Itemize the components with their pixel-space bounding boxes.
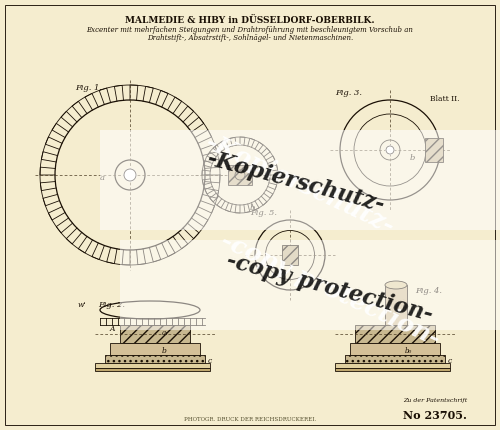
Polygon shape <box>120 240 500 330</box>
Text: Fig. 5.: Fig. 5. <box>250 209 277 217</box>
Bar <box>355 325 435 343</box>
Text: b: b <box>410 154 416 162</box>
Text: Fig. 4.: Fig. 4. <box>415 287 442 295</box>
Text: -Kopierschutz-: -Kopierschutz- <box>204 147 386 216</box>
Text: -Kopierschutz-: -Kopierschutz- <box>202 131 398 240</box>
Bar <box>350 343 440 355</box>
Circle shape <box>124 169 136 181</box>
Bar <box>228 165 252 185</box>
Text: b: b <box>250 204 256 212</box>
Text: No 23705.: No 23705. <box>403 410 467 421</box>
Text: b₀: b₀ <box>405 347 412 355</box>
Text: Excenter mit mehrfachen Steigungen und Drahtroführung mit beschleunigtem Vorschu: Excenter mit mehrfachen Steigungen und D… <box>86 26 413 34</box>
Bar <box>95 368 210 371</box>
Text: -copy protection-: -copy protection- <box>224 250 436 326</box>
Text: -copy protection-: -copy protection- <box>216 229 444 351</box>
Text: a₁: a₁ <box>162 329 169 337</box>
Text: b: b <box>162 347 167 355</box>
Text: A: A <box>110 325 116 333</box>
Bar <box>282 245 298 265</box>
Text: Zu der Patentschrift: Zu der Patentschrift <box>403 398 467 403</box>
Polygon shape <box>100 130 500 230</box>
Bar <box>345 355 445 363</box>
Text: a: a <box>100 174 105 182</box>
Circle shape <box>386 146 394 154</box>
Bar <box>425 138 443 162</box>
Text: Fig. 2.: Fig. 2. <box>98 301 125 309</box>
Ellipse shape <box>385 281 407 289</box>
Text: MALMEDIE & HIBY in DÜSSELDORF-OBERBILK.: MALMEDIE & HIBY in DÜSSELDORF-OBERBILK. <box>125 16 375 25</box>
Bar <box>105 355 205 363</box>
Bar <box>335 368 450 371</box>
Bar <box>335 363 450 368</box>
Bar <box>95 363 210 368</box>
Text: c: c <box>208 357 212 365</box>
Text: Drahtstift-, Absatrstift-, Sohlnägel- und Nietenmaschinen.: Drahtstift-, Absatrstift-, Sohlnägel- un… <box>147 34 353 42</box>
Bar <box>120 325 190 343</box>
Text: Blatt II.: Blatt II. <box>430 95 460 103</box>
Text: c: c <box>448 357 452 365</box>
Text: PHOTOGR. DRUCK DER REICHSDRUCKEREI.: PHOTOGR. DRUCK DER REICHSDRUCKEREI. <box>184 417 316 422</box>
Text: w': w' <box>78 301 86 309</box>
Text: Fig. 3.: Fig. 3. <box>335 89 362 97</box>
Bar <box>385 285 407 330</box>
Bar <box>110 343 200 355</box>
Text: Fig. 1.: Fig. 1. <box>75 84 102 92</box>
